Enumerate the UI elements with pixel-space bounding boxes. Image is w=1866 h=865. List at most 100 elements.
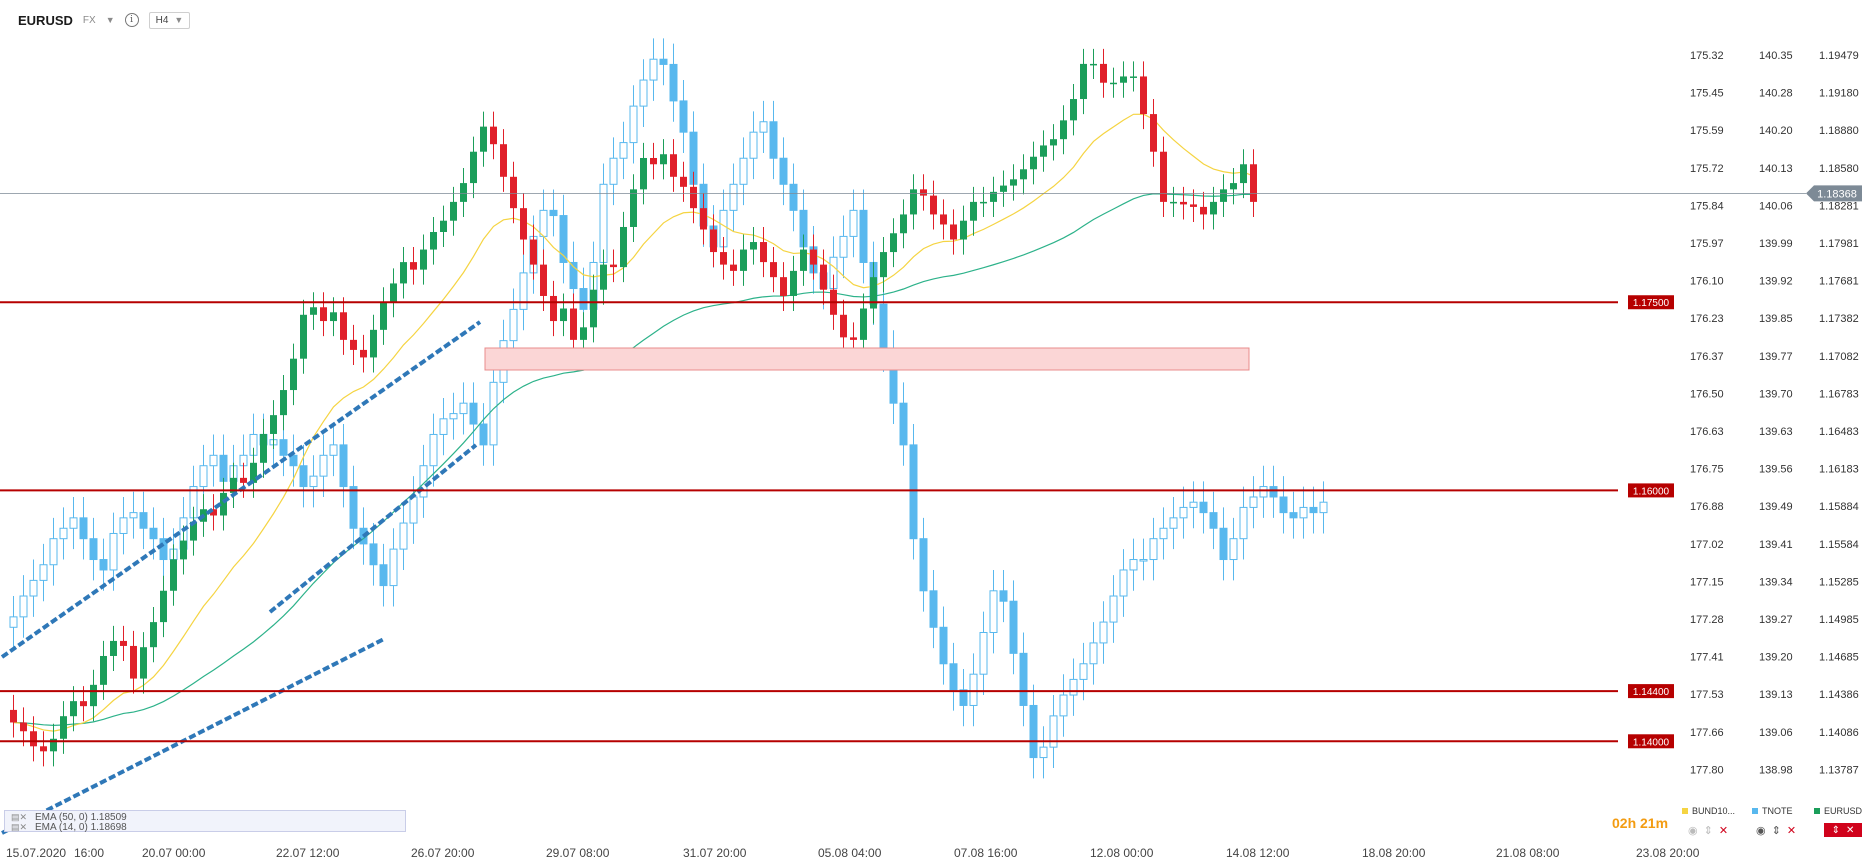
tnote-candle-body: [569, 261, 578, 290]
price-level-label: 1.14000: [1633, 737, 1670, 748]
eurusd-candle-body: [270, 415, 277, 434]
time-axis-tick: 21.08 08:00: [1496, 846, 1560, 860]
tnote-candle-body: [629, 105, 638, 144]
eurusd-candle-body: [590, 289, 597, 328]
tnote-candle-body: [199, 465, 208, 488]
tnote-candle-body: [749, 131, 758, 159]
time-axis-tick: 20.07 00:00: [142, 846, 206, 860]
tnote-candle-body: [449, 413, 458, 420]
time-axis-tick: 16:00: [74, 846, 104, 860]
eurusd-candle-body: [990, 191, 997, 202]
eurusd-candle-body: [50, 738, 57, 752]
eurusd-candle-body: [970, 201, 977, 221]
ema50-label[interactable]: EMA (50, 0) 1.18509: [35, 812, 127, 823]
tnote-axis-tick: 138.98: [1759, 764, 1793, 776]
order-icon[interactable]: ⇕: [1771, 825, 1781, 837]
eurusd-candle-body: [80, 701, 87, 707]
eye-icon[interactable]: ◉: [1756, 825, 1766, 837]
eurusd-candle-body: [1240, 164, 1247, 184]
close-icon[interactable]: ✕: [1718, 825, 1729, 837]
eurusd-candle-body: [780, 277, 787, 296]
tnote-candle-body: [1159, 527, 1168, 540]
time-axis-tick: 31.07 20:00: [683, 846, 747, 860]
tnote-candle-body: [1119, 569, 1128, 597]
tnote-candle-body: [649, 58, 658, 81]
eurusd-axis-tick: 1.15884: [1819, 501, 1859, 513]
bund-label: BUND10...: [1692, 806, 1736, 816]
bund-axis-tick: 175.45: [1690, 88, 1724, 100]
eurusd-axis-tick: 1.13787: [1819, 764, 1859, 776]
time-axis-tick: 05.08 04:00: [818, 846, 882, 860]
chevron-down-icon[interactable]: ▼: [105, 15, 115, 25]
settings-icon[interactable]: ▤✕: [11, 822, 28, 832]
tnote-candle-body: [1189, 501, 1198, 508]
tnote-label: TNOTE: [1762, 806, 1793, 816]
eurusd-axis-tick: 1.15584: [1819, 539, 1859, 551]
tnote-candle-body: [39, 564, 48, 581]
order-icon[interactable]: ⇕: [1831, 824, 1840, 836]
tnote-candle-body: [429, 433, 438, 467]
tnote-candle-body: [509, 308, 518, 342]
tnote-candle-body: [1199, 501, 1208, 514]
eurusd-candle-body: [1100, 63, 1107, 83]
bund-controls[interactable]: ◉ ⇕ ✕: [1688, 824, 1728, 837]
tnote-candle-body: [939, 626, 948, 665]
price-level-label: 1.17500: [1633, 298, 1670, 309]
instrument-tag-eurusd[interactable]: EURUSD: [1814, 806, 1862, 816]
eye-icon[interactable]: ◉: [1688, 825, 1698, 837]
bund-axis-tick: 176.10: [1690, 276, 1724, 288]
eurusd-candle-body: [500, 144, 507, 177]
tnote-candle-body: [1019, 652, 1028, 706]
tnote-axis-tick: 139.34: [1759, 576, 1793, 588]
info-icon[interactable]: i: [124, 13, 139, 27]
ema14-label[interactable]: EMA (14, 0) 1.18698: [35, 822, 127, 833]
eurusd-axis-tick: 1.16783: [1819, 388, 1859, 400]
tnote-candle-body: [149, 527, 158, 540]
tnote-axis-tick: 140.06: [1759, 200, 1793, 212]
tnote-axis-tick: 139.85: [1759, 313, 1793, 325]
tnote-axis-tick: 139.63: [1759, 426, 1793, 438]
market-label[interactable]: FX: [82, 14, 96, 26]
tnote-axis-tick: 139.27: [1759, 614, 1793, 626]
tnote-controls[interactable]: ◉ ⇕ ✕: [1756, 824, 1796, 837]
bund-axis-tick: 177.53: [1690, 689, 1724, 701]
eurusd-candle-body: [160, 590, 167, 623]
instrument-tag-bund[interactable]: BUND10...: [1682, 806, 1735, 816]
tnote-candle-body: [1009, 600, 1018, 654]
tnote-candle-body: [879, 303, 888, 352]
bund-axis-tick: 175.97: [1690, 238, 1724, 250]
symbol-label[interactable]: EURUSD: [18, 12, 73, 28]
eye-icon[interactable]: ▤✕: [11, 812, 28, 822]
chevron-down-icon: ▼: [174, 15, 184, 25]
eurusd-candle-body: [530, 239, 537, 265]
order-icon[interactable]: ⇕: [1703, 825, 1713, 837]
eurusd-axis-tick: 1.17382: [1819, 313, 1859, 325]
bund-axis-tick: 175.84: [1690, 200, 1724, 212]
eurusd-axis-tick: 1.19180: [1819, 88, 1859, 100]
close-icon[interactable]: ✕: [1786, 825, 1797, 837]
time-axis-tick: 07.08 16:00: [954, 846, 1018, 860]
eurusd-candle-body: [730, 264, 737, 271]
eurusd-controls[interactable]: ⇕ ✕: [1824, 823, 1862, 837]
eurusd-candle-body: [870, 277, 877, 309]
tnote-candle-body: [949, 663, 958, 691]
tnote-candle-body: [59, 527, 68, 540]
eurusd-candle-body: [880, 252, 887, 278]
eurusd-candle-body: [1050, 139, 1057, 146]
instrument-tag-tnote[interactable]: TNOTE: [1752, 806, 1793, 816]
timeframe-select[interactable]: H4 ▼: [148, 11, 191, 29]
eurusd-candle-body: [960, 220, 967, 240]
tnote-axis-tick: 139.41: [1759, 539, 1793, 551]
tnote-axis-tick: 139.13: [1759, 689, 1793, 701]
tnote-candle-body: [959, 689, 968, 706]
tnote-candle-body: [539, 209, 548, 237]
eurusd-candle-body: [90, 684, 97, 707]
eurusd-candle-body: [790, 270, 797, 296]
eurusd-candle-body: [450, 201, 457, 221]
tnote-candle-body: [459, 402, 468, 415]
tnote-candle-body: [109, 532, 118, 571]
tnote-candle-body: [79, 517, 88, 540]
tnote-candle-body: [1299, 506, 1308, 519]
close-icon[interactable]: ✕: [1846, 824, 1855, 836]
